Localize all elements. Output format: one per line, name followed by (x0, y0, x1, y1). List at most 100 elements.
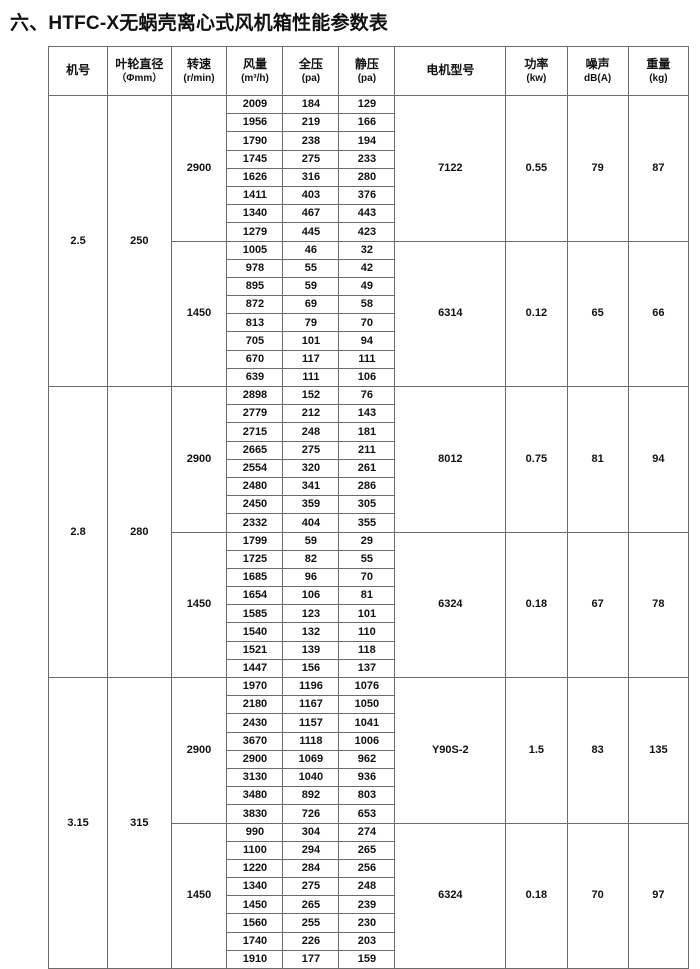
cell-total-press: 467 (282, 204, 340, 224)
cell-noise: 79 (566, 95, 629, 242)
cell-air-volume: 1740 (226, 931, 284, 951)
column-header-unit: (kg) (649, 72, 668, 84)
cell-total-press: 304 (282, 822, 340, 842)
cell-noise: 81 (566, 386, 629, 533)
cell-power: 0.18 (505, 822, 568, 969)
table-row: 1447 156 137 (49, 658, 689, 679)
cell-total-press: 265 (282, 895, 340, 915)
column-header-unit: (m³/h) (241, 72, 269, 84)
cell-motor-model: 7122 (394, 95, 507, 242)
column-header-power: 功率 (kw) (505, 46, 568, 96)
cell-air-volume: 1521 (226, 640, 284, 660)
cell-air-volume: 2900 (226, 749, 284, 769)
table-row: 813 79 70 (49, 313, 689, 333)
cell-static-press: 248 (338, 877, 396, 897)
cell-total-press: 219 (282, 113, 340, 133)
table-row: 1685 96 70 (49, 567, 689, 588)
table-row: 1521 139 118 (49, 640, 689, 660)
table-row: 1411 403 376 (49, 185, 689, 206)
table-row: 1340 467 443 (49, 204, 689, 224)
cell-noise: 67 (566, 531, 629, 678)
cell-air-volume: 639 (226, 367, 284, 388)
table-row: 2430 1157 1041 (49, 713, 689, 733)
cell-air-volume: 2450 (226, 495, 284, 515)
cell-air-volume: 1790 (226, 131, 284, 151)
cell-impeller-diameter: 250 (107, 95, 172, 387)
cell-air-volume: 3830 (226, 804, 284, 824)
cell-total-press: 284 (282, 858, 340, 879)
cell-total-press: 123 (282, 604, 340, 624)
cell-static-press: 111 (338, 349, 396, 369)
column-header-name: 全压 (298, 56, 323, 71)
cell-total-press: 892 (282, 786, 340, 806)
cell-air-volume: 3130 (226, 767, 284, 788)
cell-speed: 1450 (170, 531, 228, 678)
cell-air-volume: 2332 (226, 513, 284, 533)
cell-total-press: 1196 (282, 676, 340, 697)
cell-total-press: 445 (282, 222, 340, 242)
cell-static-press: 137 (338, 658, 396, 679)
cell-air-volume: 813 (226, 313, 284, 333)
cell-air-volume: 2715 (226, 422, 284, 442)
cell-static-press: 376 (338, 185, 396, 206)
cell-air-volume: 1220 (226, 858, 284, 879)
cell-air-volume: 895 (226, 276, 284, 297)
cell-static-press: 194 (338, 131, 396, 151)
table-row: 2.8 280 2900 2898 152 76 8012 0.75 81 94 (47, 385, 690, 678)
table-row: 2332 404 355 (49, 513, 689, 533)
column-header-total_press: 全压 (pa) (282, 46, 340, 96)
cell-static-press: 355 (338, 513, 396, 533)
cell-total-press: 275 (282, 440, 340, 460)
cell-total-press: 117 (282, 349, 340, 369)
cell-static-press: 159 (338, 949, 396, 969)
cell-air-volume: 705 (226, 331, 284, 351)
cell-static-press: 181 (338, 422, 396, 442)
cell-air-volume: 1725 (226, 549, 284, 569)
cell-total-press: 1069 (282, 749, 340, 769)
cell-static-press: 256 (338, 858, 396, 879)
table-row: 3480 892 803 (49, 786, 689, 806)
cell-static-press: 261 (338, 458, 396, 478)
cell-static-press: 29 (338, 531, 396, 551)
cell-total-press: 275 (282, 149, 340, 169)
cell-air-volume: 1745 (226, 149, 284, 169)
cell-noise: 65 (566, 240, 629, 387)
column-header-model_no: 机号 (47, 46, 109, 96)
cell-total-press: 316 (282, 167, 340, 187)
cell-static-press: 962 (338, 749, 396, 769)
cell-air-volume: 1685 (226, 567, 284, 588)
cell-air-volume: 1654 (226, 586, 284, 606)
table-row: 2779 212 143 (49, 404, 689, 424)
cell-motor-model: 6314 (394, 240, 507, 387)
column-header-name: 叶轮直径 (115, 56, 164, 71)
cell-air-volume: 3670 (226, 731, 284, 751)
cell-total-press: 238 (282, 131, 340, 151)
cell-air-volume: 1450 (226, 895, 284, 915)
cell-speed: 2900 (170, 677, 228, 824)
page-title: 六、HTFC-X无蜗壳离心式风机箱性能参数表 (10, 13, 389, 34)
cell-air-volume: 1910 (226, 949, 284, 969)
cell-static-press: 286 (338, 476, 396, 497)
cell-total-press: 46 (282, 240, 340, 260)
cell-static-press: 81 (338, 586, 396, 606)
cell-total-press: 101 (282, 331, 340, 351)
cell-air-volume: 978 (226, 258, 284, 278)
table-row: 639 111 106 (49, 367, 689, 388)
table-row: 1626 316 280 (49, 167, 689, 187)
cell-static-press: 443 (338, 204, 396, 224)
table-row: 2180 1167 1050 (49, 695, 689, 715)
table-row: 3830 726 653 (49, 804, 689, 824)
cell-static-press: 110 (338, 622, 396, 642)
cell-air-volume: 2665 (226, 440, 284, 460)
table-body: 2.5 250 2900 2009 184 129 7122 0.55 79 87 1956 219 1… (47, 94, 690, 969)
cell-air-volume: 1970 (226, 676, 284, 697)
cell-total-press: 69 (282, 295, 340, 315)
column-header-unit: （Φmm） (116, 72, 163, 84)
cell-power: 0.75 (505, 386, 568, 533)
cell-total-press: 212 (282, 404, 340, 424)
cell-total-press: 1118 (282, 731, 340, 751)
cell-air-volume: 1411 (226, 185, 284, 206)
cell-static-press: 32 (338, 240, 396, 260)
table-row: 978 55 42 (49, 258, 689, 278)
cell-static-press: 129 (338, 94, 396, 115)
